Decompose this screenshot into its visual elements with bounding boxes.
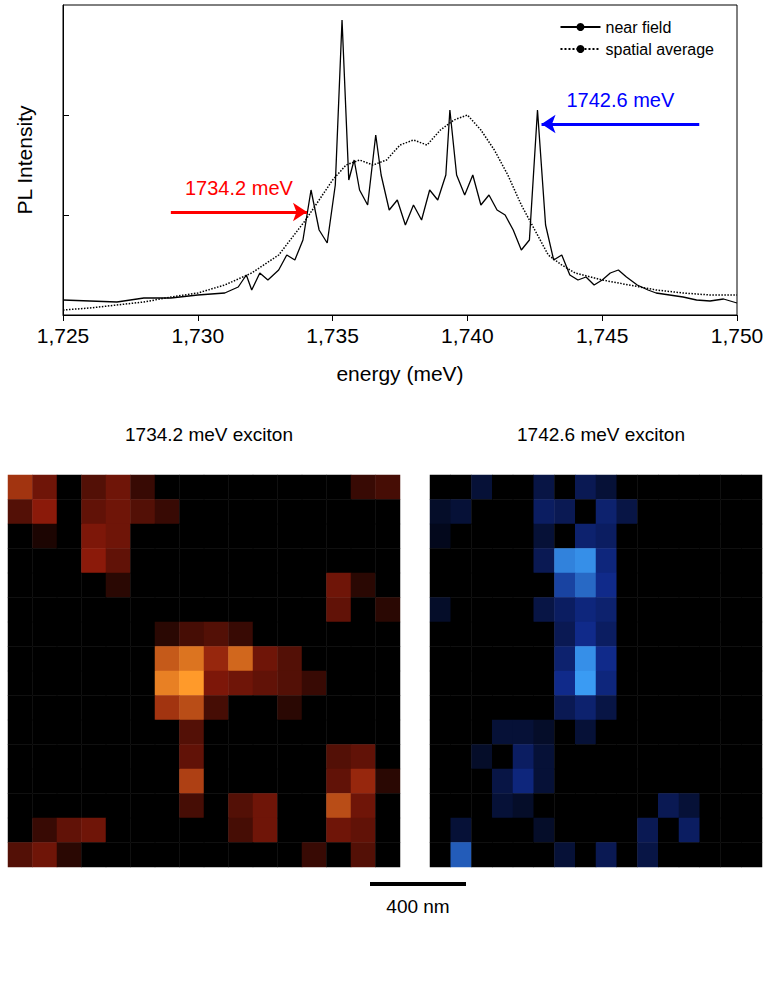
svg-text:1734.2 meV exciton: 1734.2 meV exciton <box>125 424 293 445</box>
svg-text:1,735: 1,735 <box>306 324 359 347</box>
svg-text:PL Intensity: PL Intensity <box>13 105 36 214</box>
svg-text:energy (meV): energy (meV) <box>336 362 463 385</box>
svg-text:1,750: 1,750 <box>711 324 764 347</box>
svg-text:near field: near field <box>605 19 671 36</box>
svg-text:1,725: 1,725 <box>37 324 90 347</box>
svg-text:1742.6 meV: 1742.6 meV <box>566 89 675 111</box>
svg-text:400 nm: 400 nm <box>386 896 449 917</box>
svg-text:1,745: 1,745 <box>576 324 629 347</box>
svg-text:1742.6 meV exciton: 1742.6 meV exciton <box>517 424 685 445</box>
svg-text:spatial average: spatial average <box>605 41 714 58</box>
svg-text:1,740: 1,740 <box>441 324 494 347</box>
svg-text:1734.2 meV: 1734.2 meV <box>185 177 294 199</box>
svg-text:1,730: 1,730 <box>172 324 225 347</box>
